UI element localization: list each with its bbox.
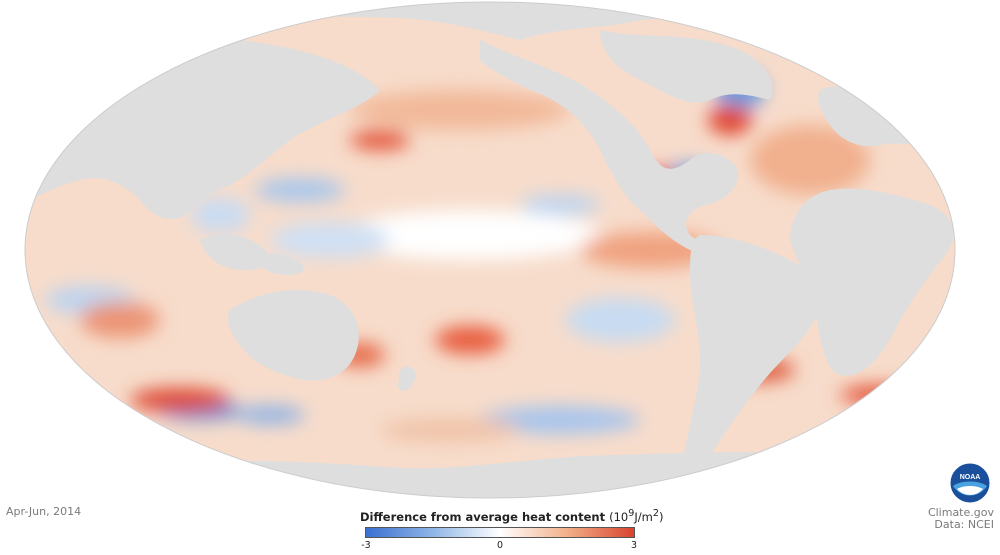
legend-unit: (109J/m2) bbox=[609, 508, 664, 524]
noaa-logo-icon: NOAA bbox=[949, 462, 991, 504]
legend-color-bar bbox=[365, 526, 635, 538]
period-label: Apr-Jun, 2014 bbox=[6, 505, 82, 518]
credit-data-source: Data: NCEI bbox=[934, 518, 994, 531]
world-map bbox=[24, 1, 956, 499]
legend-ticks: -3 0 3 bbox=[361, 538, 638, 552]
legend-tick-max: 3 bbox=[630, 539, 638, 551]
globe-outline bbox=[24, 1, 956, 499]
legend-tick-min: -3 bbox=[361, 539, 371, 551]
legend-tick-mid: 0 bbox=[496, 539, 504, 551]
credit-site: Climate.gov bbox=[927, 506, 994, 519]
noaa-logo-text: NOAA bbox=[960, 474, 981, 481]
color-legend: Difference from average heat content (10… bbox=[360, 508, 663, 552]
legend-title-text: Difference from average heat content bbox=[360, 509, 606, 524]
legend-title: Difference from average heat content (10… bbox=[360, 508, 663, 524]
